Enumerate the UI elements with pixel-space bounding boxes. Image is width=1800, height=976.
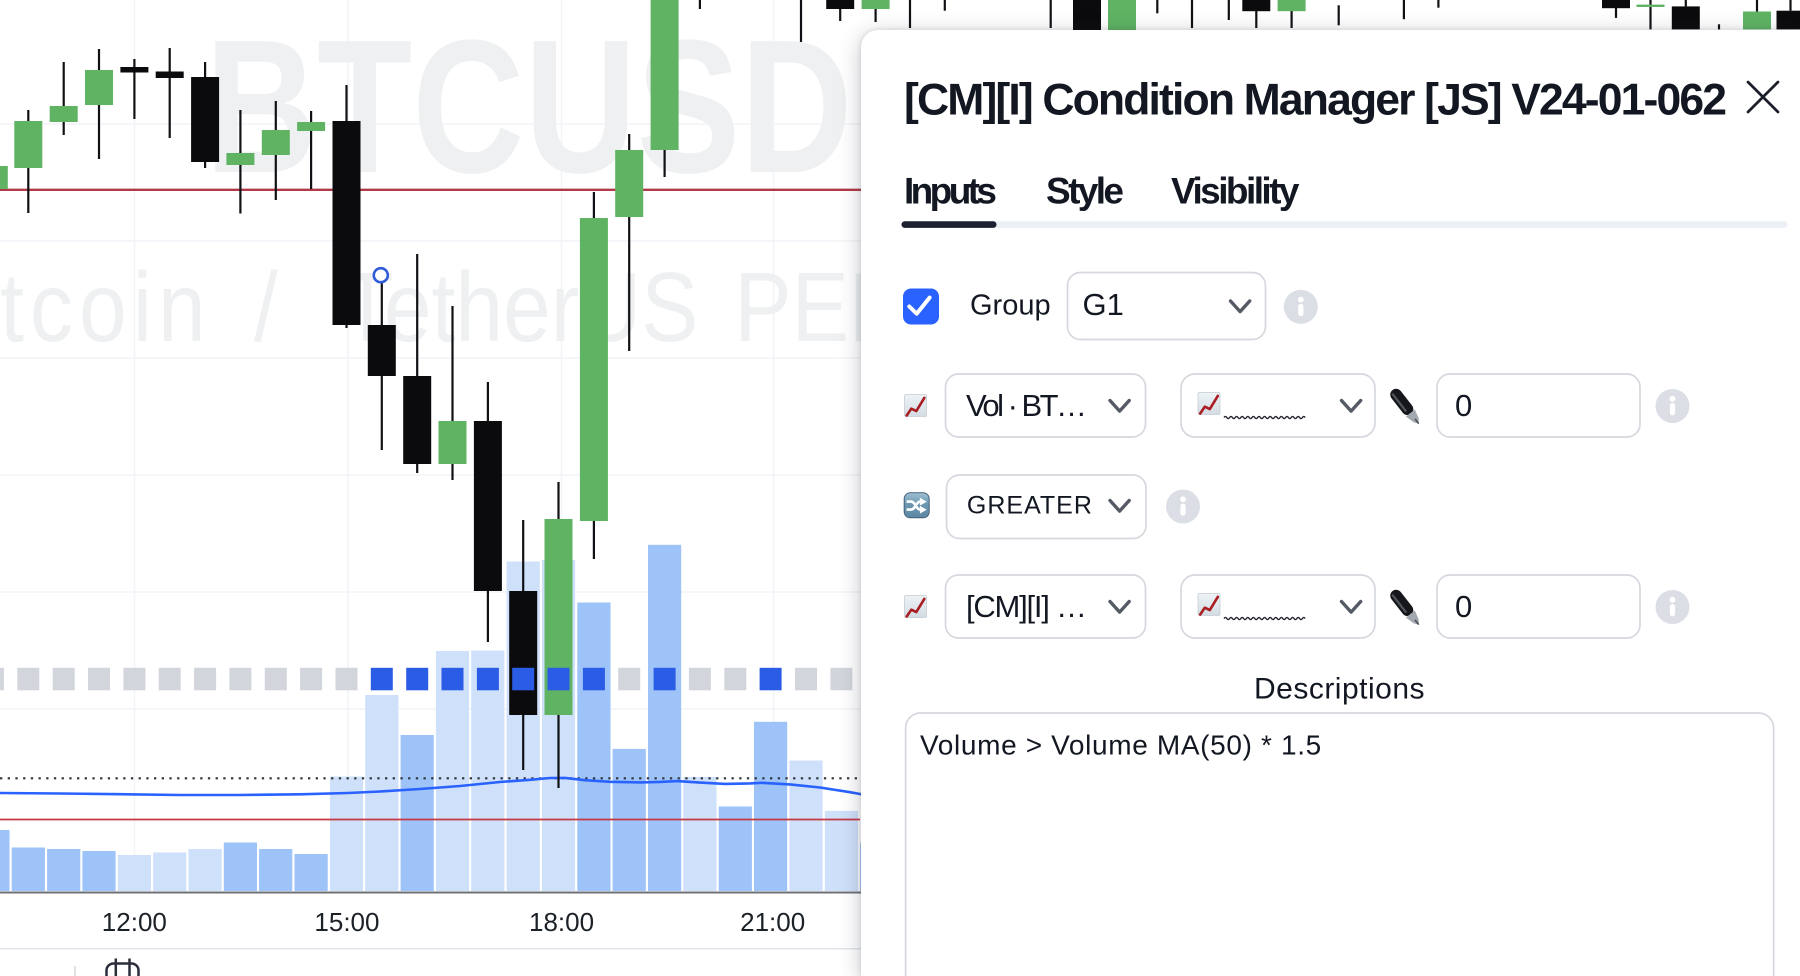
svg-text:0: 0	[1455, 589, 1472, 624]
svg-text:Vol · BT…: Vol · BT…	[966, 388, 1087, 423]
svg-text:Group: Group	[970, 290, 1051, 322]
svg-text:Inputs: Inputs	[904, 170, 997, 211]
svg-text:18:00: 18:00	[529, 907, 594, 937]
svg-text:[CM][I] Condition Manager [JS]: [CM][I] Condition Manager [JS] V24-01-06…	[904, 76, 1727, 125]
svg-text:Volume > Volume MA(50) * 1.5: Volume > Volume MA(50) * 1.5	[920, 729, 1322, 760]
svg-text:0: 0	[1455, 388, 1472, 423]
svg-text:Visibility: Visibility	[1171, 170, 1300, 211]
svg-text:Descriptions: Descriptions	[1254, 673, 1425, 706]
svg-text:Style: Style	[1046, 170, 1124, 211]
svg-text:12:00: 12:00	[102, 907, 167, 937]
svg-text:21:00: 21:00	[740, 907, 805, 937]
svg-text:GREATER: GREATER	[967, 491, 1093, 519]
svg-text:BTCUSD: BTCUSD	[205, 0, 853, 212]
svg-text:G1: G1	[1083, 287, 1124, 322]
svg-text:Bitcoin /: Bitcoin /	[0, 253, 284, 363]
svg-text:[CM][I] …: [CM][I] …	[966, 589, 1087, 624]
svg-text:15:00: 15:00	[314, 907, 379, 937]
